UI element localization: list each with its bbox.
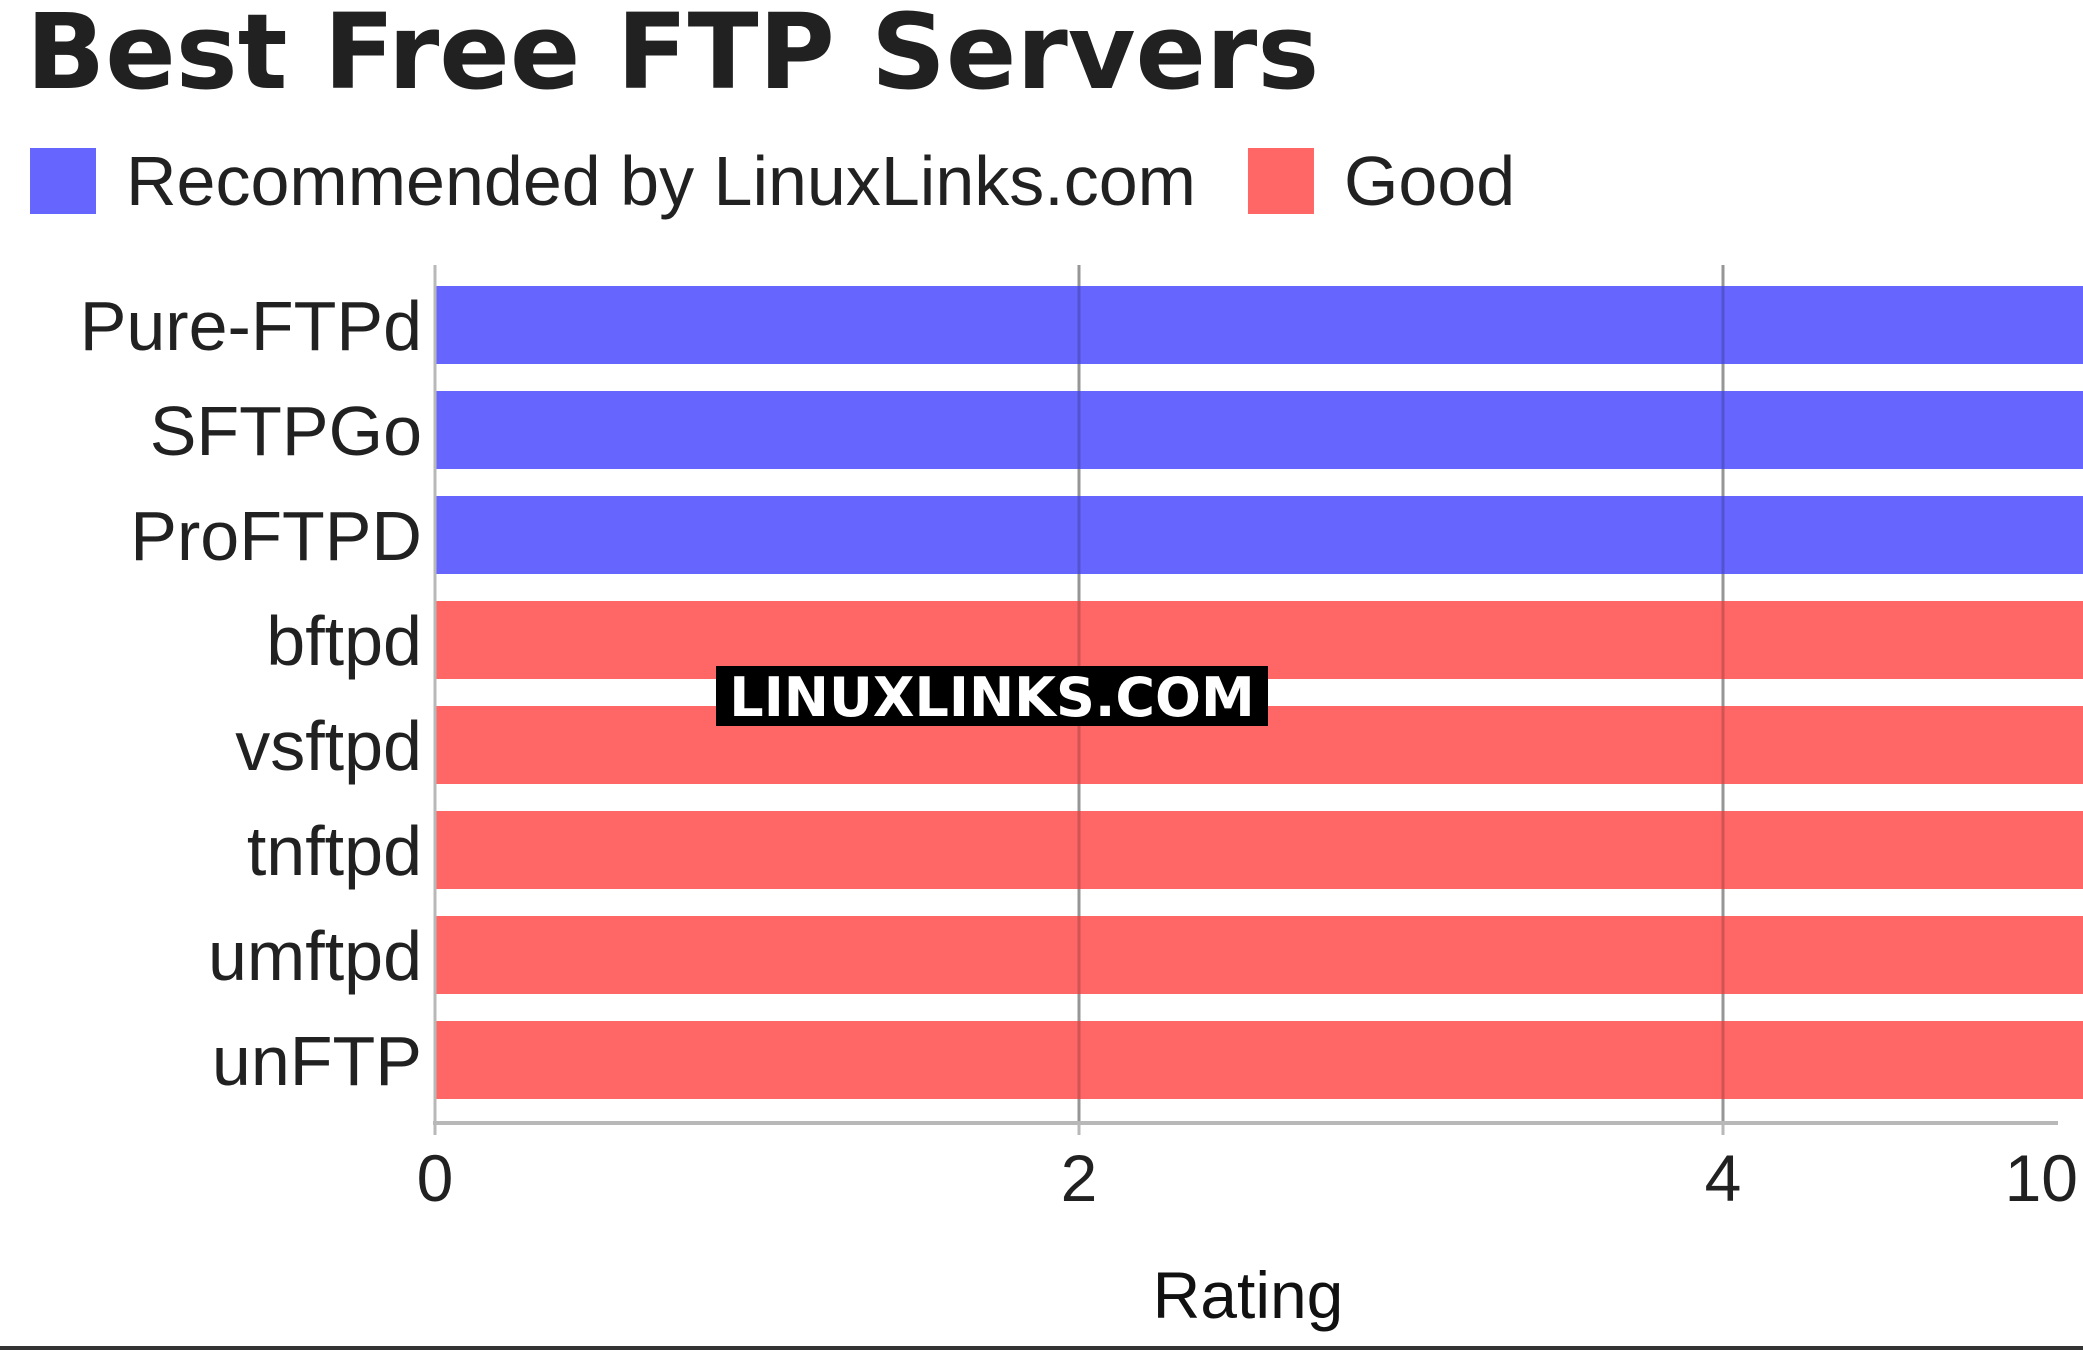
x-axis-title: Rating: [1153, 1258, 1344, 1332]
legend-swatch: [1247, 148, 1314, 214]
legend-label: Good: [1344, 142, 1515, 220]
watermark: LINUXLINKS.COM: [716, 666, 1268, 729]
x-tick-label: 4: [1705, 1141, 1742, 1215]
category-label: bftpd: [266, 602, 422, 680]
legend-label: Recommended by LinuxLinks.com: [126, 142, 1196, 220]
legend: Recommended by LinuxLinks.com Good: [30, 142, 1515, 220]
bars: [435, 265, 2083, 1123]
bar: [435, 391, 2083, 469]
category-label: SFTPGo: [150, 392, 422, 470]
x-tick-label: 0: [417, 1141, 454, 1215]
chart-title: Best Free FTP Servers: [26, 0, 1319, 113]
category-label: tnftpd: [247, 812, 422, 890]
x-tick-label: 2: [1061, 1141, 1098, 1215]
bar: [435, 916, 2083, 994]
watermark-text: LINUXLINKS.COM: [729, 666, 1254, 729]
category-labels: Pure-FTPd SFTPGo ProFTPD bftpd vsftpd tnftpd u…: [80, 287, 422, 1100]
bar: [435, 811, 2083, 889]
legend-swatch: [30, 148, 96, 214]
category-label: ProFTPD: [130, 497, 422, 575]
x-axis: 0246810: [417, 265, 2078, 1215]
watermark-background: [716, 666, 1268, 726]
category-label: unFTP: [212, 1022, 422, 1100]
category-label: umftpd: [208, 917, 422, 995]
bar: [435, 1021, 2083, 1099]
bar: [435, 496, 2083, 574]
bar: [435, 286, 2083, 364]
category-label: vsftpd: [235, 707, 422, 785]
x-tick-label: 10: [2005, 1141, 2078, 1215]
category-label: Pure-FTPd: [80, 287, 422, 365]
